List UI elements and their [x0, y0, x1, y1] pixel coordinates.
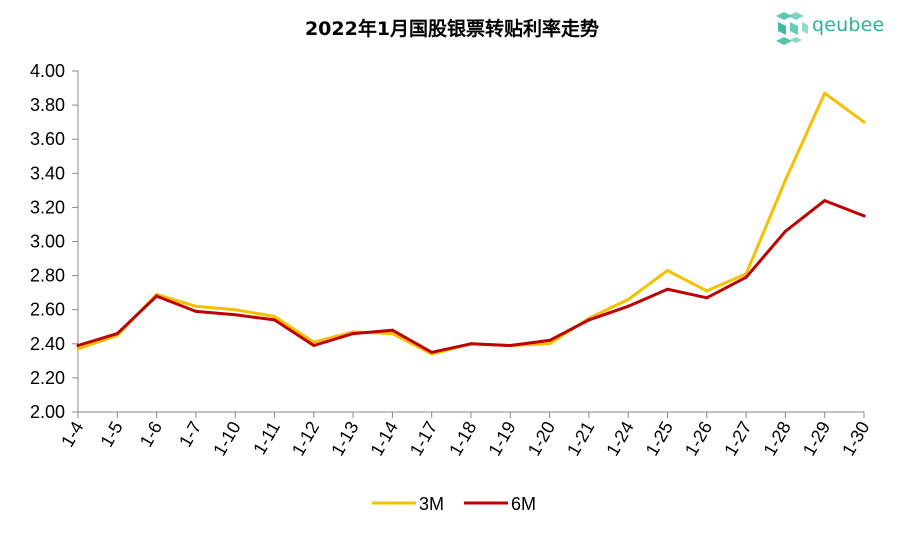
- data-point-3m: [273, 315, 276, 319]
- y-tick-label: 3.20: [30, 197, 65, 217]
- data-point-6m: [744, 275, 748, 279]
- y-tick-label: 4.00: [30, 61, 65, 81]
- x-tick-label: 1-26: [681, 418, 716, 459]
- data-point-6m: [862, 214, 866, 218]
- data-point-6m: [823, 199, 827, 203]
- data-point-6m: [76, 344, 80, 348]
- x-tick-label: 1-14: [367, 418, 402, 459]
- x-tick-label: 1-27: [720, 418, 755, 459]
- data-point-6m: [115, 332, 119, 336]
- data-point-6m: [233, 313, 237, 317]
- data-point-6m: [194, 309, 198, 313]
- x-tick-label: 1-20: [524, 418, 559, 459]
- y-tick-label: 2.40: [30, 334, 65, 354]
- data-point-6m: [430, 350, 434, 354]
- x-tick-label: 1-13: [327, 418, 362, 459]
- y-tick-label: 2.00: [30, 402, 65, 422]
- data-point-6m: [390, 328, 394, 332]
- data-point-6m: [273, 318, 276, 322]
- y-tick-label: 3.40: [30, 163, 65, 183]
- chart-axes: [77, 71, 864, 413]
- x-tick-label: 1-11: [249, 418, 284, 458]
- chart-legend: 3M 6M: [372, 494, 536, 514]
- y-tick-label: 2.20: [30, 368, 65, 388]
- x-tick-label: 1-25: [642, 418, 677, 459]
- data-point-3m: [705, 289, 709, 293]
- data-point-6m: [666, 287, 669, 291]
- chart-series: [76, 91, 866, 356]
- data-point-3m: [312, 340, 316, 344]
- y-axis-ticks: 2.00 2.20 2.40 2.60 2.80 3.00 3.20 3.40 3.60 3.80…: [30, 61, 78, 422]
- data-point-6m: [469, 342, 473, 346]
- data-point-3m: [862, 120, 866, 124]
- data-point-3m: [76, 347, 80, 351]
- x-tick-label: 1-5: [96, 418, 126, 451]
- y-tick-label: 2.60: [30, 300, 65, 320]
- data-point-6m: [351, 332, 355, 336]
- x-tick-label: 1-19: [484, 418, 519, 459]
- data-point-6m: [548, 338, 552, 342]
- y-tick-label: 3.00: [30, 232, 65, 252]
- data-point-6m: [587, 318, 591, 322]
- data-point-3m: [783, 178, 787, 182]
- x-tick-label: 1-21: [563, 418, 598, 459]
- logo-text: qeubee: [812, 14, 885, 36]
- x-axis-ticks: 1-4 1-5 1-6 1-7 1-10 1-11 1-12 1-13 1-14 1-17 1-18…: [57, 412, 873, 459]
- y-tick-label: 3.80: [30, 95, 65, 115]
- data-point-3m: [626, 297, 630, 301]
- data-point-6m: [508, 344, 512, 348]
- data-point-3m: [548, 342, 552, 346]
- data-point-6m: [626, 304, 630, 308]
- x-tick-label: 1-18: [445, 418, 480, 459]
- data-point-3m: [823, 91, 827, 95]
- legend-label-3m: 3M: [419, 494, 444, 514]
- x-tick-label: 1-6: [136, 418, 166, 451]
- x-tick-label: 1-4: [57, 418, 87, 451]
- y-tick-label: 2.80: [30, 266, 65, 286]
- x-tick-label: 1-24: [602, 418, 637, 459]
- legend-label-6m: 6M: [511, 494, 536, 514]
- x-tick-label: 1-17: [406, 418, 441, 459]
- x-tick-label: 1-10: [209, 418, 244, 459]
- data-point-3m: [233, 308, 237, 312]
- chart-title: 2022年1月国股银票转贴利率走势: [304, 18, 600, 40]
- data-point-6m: [783, 229, 787, 233]
- data-point-6m: [155, 294, 159, 298]
- x-tick-label: 1-28: [760, 418, 795, 459]
- y-tick-label: 3.60: [30, 129, 65, 149]
- x-tick-label: 1-29: [799, 418, 834, 459]
- series-line-3m: [76, 91, 866, 356]
- data-point-6m: [312, 344, 316, 348]
- qeubee-logo-icon: [776, 12, 808, 45]
- data-point-3m: [666, 268, 669, 272]
- data-point-3m: [390, 332, 394, 336]
- x-tick-label: 1-30: [838, 418, 873, 459]
- x-tick-label: 1-12: [288, 418, 323, 459]
- x-tick-label: 1-7: [175, 418, 205, 451]
- data-point-6m: [705, 296, 709, 300]
- data-point-3m: [194, 304, 198, 308]
